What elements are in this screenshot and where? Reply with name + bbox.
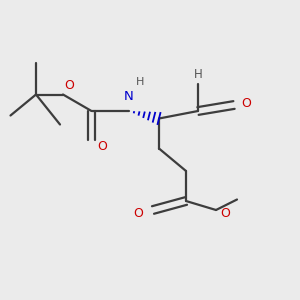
Text: H: H	[136, 76, 145, 87]
Text: O: O	[98, 140, 107, 154]
Text: H: H	[194, 68, 202, 81]
Text: O: O	[221, 207, 230, 220]
Text: O: O	[134, 207, 143, 220]
Text: N: N	[124, 89, 134, 103]
Text: O: O	[241, 97, 251, 110]
Text: O: O	[65, 79, 74, 92]
